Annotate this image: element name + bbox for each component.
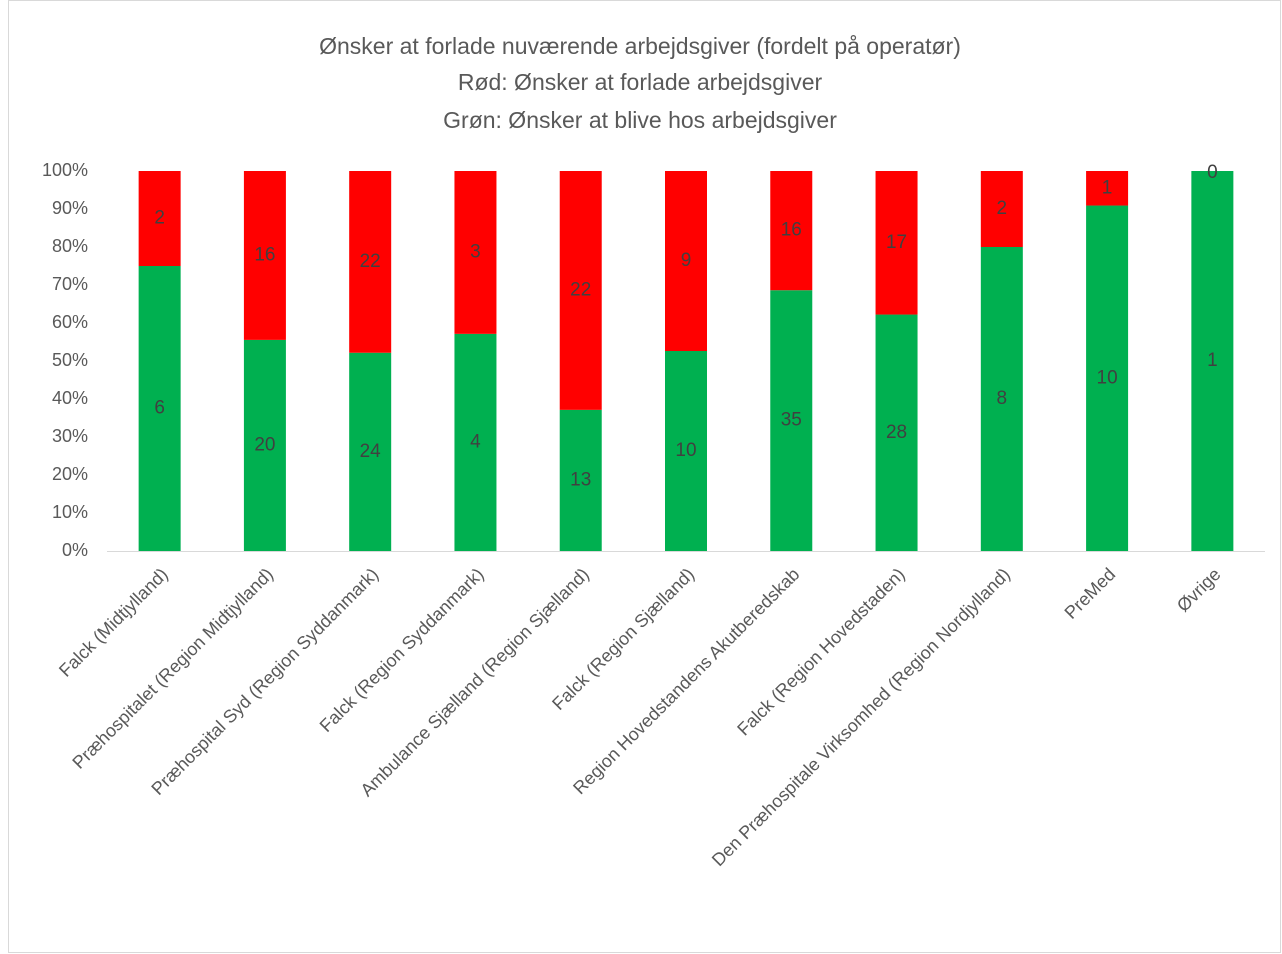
y-tick-label: 70% [52, 274, 88, 294]
bar-segment [138, 171, 181, 266]
y-tick-label: 20% [52, 464, 88, 484]
data-label: 35 [781, 410, 802, 431]
data-label: 22 [360, 251, 381, 272]
data-label: 10 [675, 440, 696, 461]
data-label: 4 [470, 431, 481, 452]
data-label: 20 [254, 434, 275, 455]
chart-subtitle: Grøn: Ønsker at blive hos arbejdsgiver [443, 107, 837, 133]
y-tick-label: 80% [52, 236, 88, 256]
bar-segment [665, 351, 707, 551]
bar-segment [138, 266, 181, 551]
data-label: 22 [570, 279, 591, 300]
data-label: 16 [781, 220, 802, 241]
bar-segment [980, 247, 1023, 551]
data-label: 8 [997, 388, 1008, 409]
bar-segment [349, 171, 392, 353]
bar-segment [665, 171, 707, 351]
bar-segment [875, 314, 918, 551]
data-label: 10 [1097, 367, 1118, 388]
y-tick-label: 10% [52, 502, 88, 522]
bar-segment [559, 409, 602, 551]
bar-segment [454, 171, 497, 334]
bar-segment [1086, 171, 1129, 206]
chart-title: Ønsker at forlade nuværende arbejdsgiver… [319, 33, 961, 59]
bar-segment [559, 171, 602, 410]
y-tick-label: 0% [62, 540, 88, 560]
data-label: 6 [154, 398, 165, 419]
bar-segment [243, 171, 286, 340]
chart-subtitle: Rød: Ønsker at forlade arbejdsgiver [458, 69, 823, 95]
chart-border [8, 0, 1281, 953]
y-tick-label: 90% [52, 198, 88, 218]
bar-segment [243, 339, 286, 551]
bar-segment [454, 333, 497, 551]
data-label: 9 [681, 250, 692, 271]
data-label: 2 [997, 198, 1008, 219]
data-label: 1 [1207, 350, 1218, 371]
y-tick-label: 30% [52, 426, 88, 446]
bar-segment [980, 171, 1023, 247]
data-label: 17 [886, 232, 907, 253]
data-label: 0 [1207, 162, 1218, 183]
bar-segment [1086, 205, 1129, 551]
y-tick-label: 50% [52, 350, 88, 370]
data-label: 3 [470, 241, 481, 262]
data-label: 16 [254, 244, 275, 265]
y-tick-label: 60% [52, 312, 88, 332]
bar-segment [770, 290, 813, 551]
data-label: 28 [886, 422, 907, 443]
bar-segment [1191, 171, 1234, 551]
data-label: 1 [1102, 177, 1113, 198]
data-label: 13 [570, 469, 591, 490]
data-label: 2 [154, 208, 165, 229]
bar-segment [770, 171, 813, 291]
y-tick-label: 100% [42, 160, 88, 180]
data-label: 24 [360, 441, 382, 462]
bar-segment [875, 171, 918, 315]
y-tick-label: 40% [52, 388, 88, 408]
bar-segment [349, 352, 392, 551]
